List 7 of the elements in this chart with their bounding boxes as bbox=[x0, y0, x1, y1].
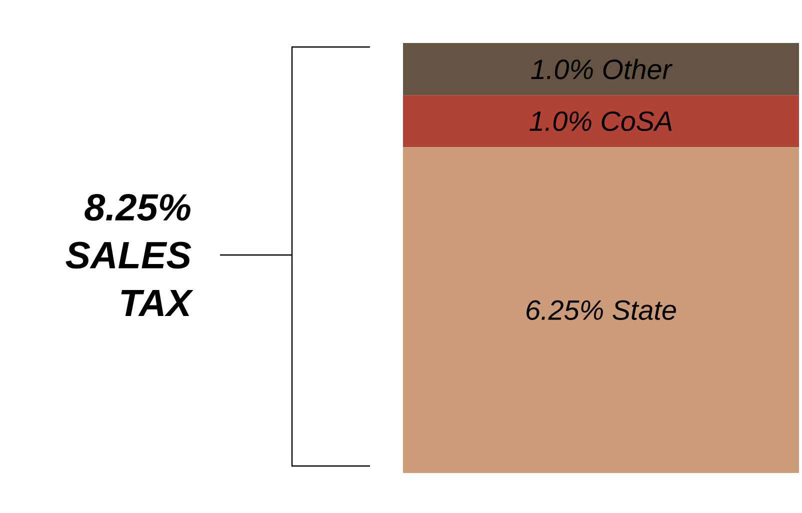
data-label: 1.0% bbox=[530, 111, 592, 132]
data-label: 1.0% bbox=[531, 60, 593, 80]
data-label: 6.25% bbox=[526, 300, 603, 320]
text: 8.25% SALES TAX bbox=[66, 194, 194, 316]
series-label: CoSA bbox=[602, 111, 672, 132]
series-label: State bbox=[612, 300, 676, 320]
series-label: Other bbox=[603, 58, 673, 80]
